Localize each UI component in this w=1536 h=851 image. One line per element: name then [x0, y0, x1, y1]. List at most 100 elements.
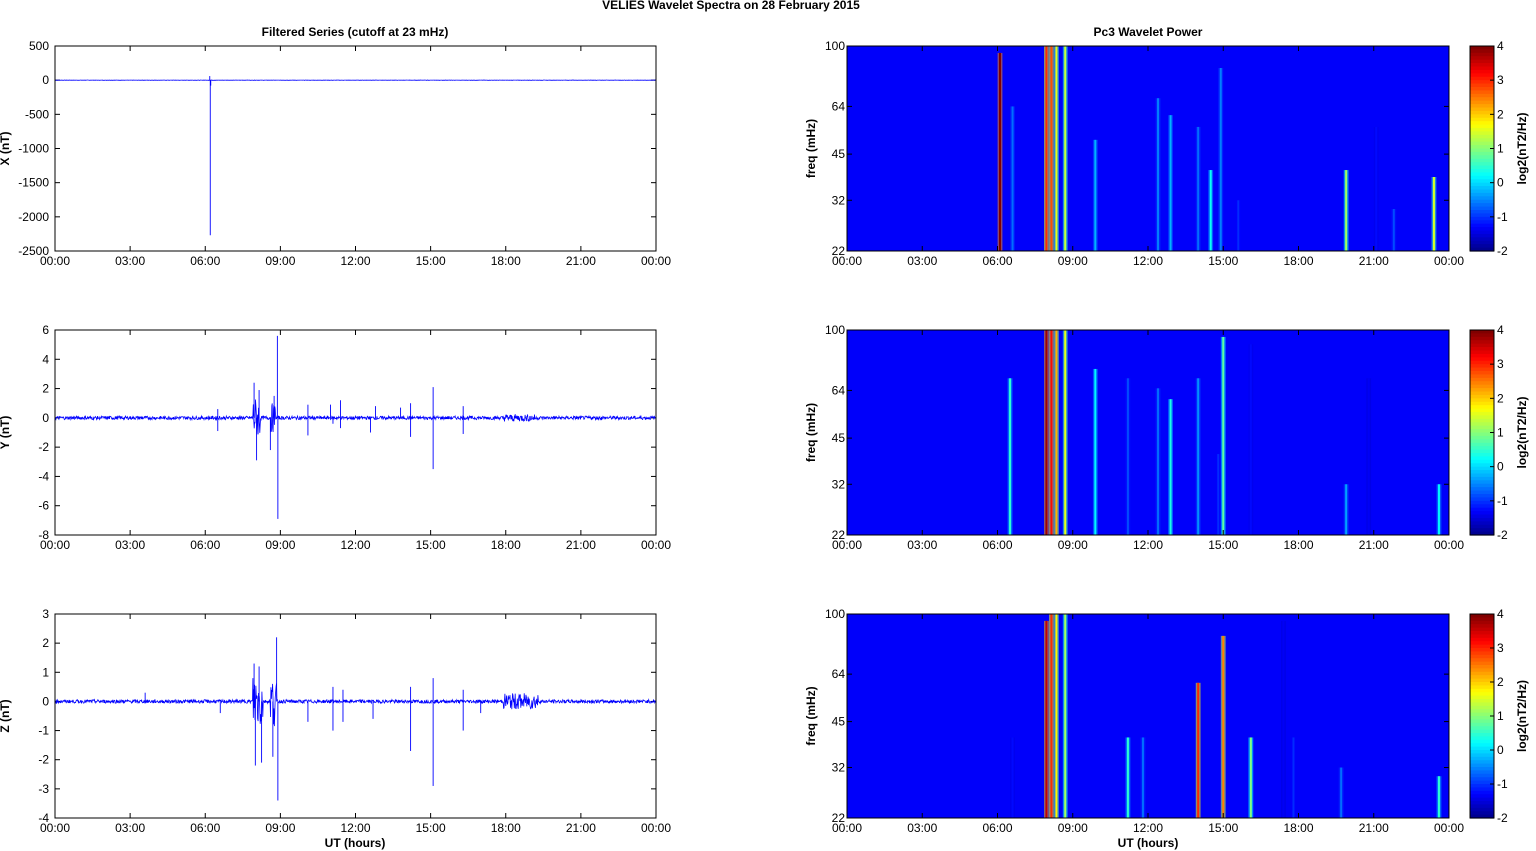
colorbar-step [1470, 240, 1494, 245]
heatmap-streak [1009, 378, 1012, 535]
plot-frame [54, 45, 657, 252]
colorbar-step [1470, 760, 1494, 765]
colorbar-step [1470, 336, 1494, 341]
x-tick-label: 15:00 [416, 254, 446, 268]
x-tick-label: 18:00 [1283, 538, 1313, 552]
colorbar-step [1470, 151, 1494, 156]
colorbar-step [1470, 784, 1494, 788]
heatmap-streak [1197, 378, 1200, 535]
x-tick-label: 03:00 [115, 538, 145, 552]
y-tick-label: 3 [42, 607, 49, 621]
left-column-title: Filtered Series (cutoff at 23 mHz) [262, 25, 449, 39]
colorbar-step [1470, 114, 1494, 119]
heatmap-streak [1432, 177, 1435, 251]
colorbar-step [1470, 145, 1494, 150]
colorbar-step [1470, 767, 1494, 771]
colorbar-step [1470, 442, 1494, 447]
colorbar-tick-label: -1 [1497, 210, 1508, 224]
x-tick-label: 00:00 [641, 538, 671, 552]
heatmap-streak [1055, 330, 1058, 535]
x-tick-label: 06:00 [982, 254, 1012, 268]
colorbar-step [1470, 49, 1494, 54]
x-tick-label: 09:00 [1058, 821, 1088, 835]
colorbar-step [1470, 330, 1494, 335]
colorbar-step [1470, 739, 1494, 744]
x-tick-label: 21:00 [566, 254, 596, 268]
x-tick-label: 00:00 [40, 538, 70, 552]
y-tick-label: 64 [832, 667, 846, 681]
colorbar-step [1470, 418, 1494, 423]
colorbar-step [1470, 521, 1494, 526]
colorbar-step [1470, 213, 1494, 218]
colorbar-step [1470, 483, 1494, 488]
colorbar-step [1470, 233, 1494, 238]
colorbar-step [1470, 456, 1494, 461]
y-tick-label: -1500 [18, 176, 49, 190]
colorbar-step [1470, 374, 1494, 379]
heatmap-streak [1222, 336, 1225, 535]
colorbar-step [1470, 511, 1494, 516]
colorbar-step [1470, 661, 1494, 666]
heatmap-streak [1126, 378, 1129, 535]
heatmap-streak [1064, 330, 1067, 535]
x-tick-label: 21:00 [566, 821, 596, 835]
y-axis-label: Y (nT) [0, 416, 12, 450]
colorbar-step [1470, 179, 1494, 184]
colorbar-step [1470, 141, 1494, 146]
colorbar-step [1470, 797, 1494, 802]
colorbar-step [1470, 220, 1494, 225]
colorbar-step [1470, 794, 1494, 799]
y-tick-label: 100 [825, 323, 845, 337]
y-axis-label: freq (mHz) [804, 686, 818, 745]
colorbar-step [1470, 394, 1494, 399]
y-tick-label: 100 [825, 607, 845, 621]
colorbar-step [1470, 504, 1494, 509]
colorbar-label: log2(nT2/Hz) [1515, 113, 1529, 185]
colorbar-step [1470, 787, 1494, 792]
colorbar-step [1470, 780, 1494, 785]
colorbar-step [1470, 165, 1494, 170]
x-tick-label: 06:00 [190, 538, 220, 552]
colorbar-step [1470, 722, 1494, 727]
colorbar-step [1470, 801, 1494, 805]
colorbar-step [1470, 466, 1494, 471]
colorbar-step [1470, 637, 1494, 642]
heatmap-background [847, 330, 1449, 535]
colorbar-step [1470, 753, 1494, 758]
colorbar-step [1470, 347, 1494, 352]
x-tick-label: 09:00 [1058, 254, 1088, 268]
colorbar-step [1470, 614, 1494, 618]
colorbar-step [1470, 429, 1494, 434]
colorbar-step [1470, 804, 1494, 809]
y-axis-label: freq (mHz) [804, 119, 818, 178]
heatmap-streak [1011, 106, 1014, 252]
x-tick-label: 21:00 [1359, 538, 1389, 552]
y-tick-label: 0 [42, 73, 49, 87]
y-tick-label: 32 [832, 477, 846, 491]
colorbar-step [1470, 476, 1494, 481]
data-trace [54, 399, 657, 435]
colorbar-step [1470, 56, 1494, 61]
colorbar-step [1470, 627, 1494, 632]
colorbar-label: log2(nT2/Hz) [1515, 397, 1529, 469]
colorbar-step [1470, 811, 1494, 816]
heatmap-streak [1437, 484, 1440, 535]
x-tick-label: 00:00 [40, 254, 70, 268]
x-tick-label: 00:00 [1434, 254, 1464, 268]
colorbar-step [1470, 357, 1494, 362]
colorbar-step [1470, 644, 1494, 649]
colorbar-step [1470, 148, 1494, 153]
colorbar-step [1470, 405, 1494, 410]
colorbar-step [1470, 398, 1494, 403]
heatmap-streak [1345, 484, 1348, 535]
data-trace [54, 678, 657, 727]
y-tick-label: 22 [832, 528, 846, 542]
colorbar-step [1470, 73, 1494, 78]
x-tick-label: 06:00 [190, 254, 220, 268]
y-tick-label: -2500 [18, 244, 49, 258]
colorbar-step [1470, 227, 1494, 232]
colorbar-step [1470, 814, 1494, 819]
